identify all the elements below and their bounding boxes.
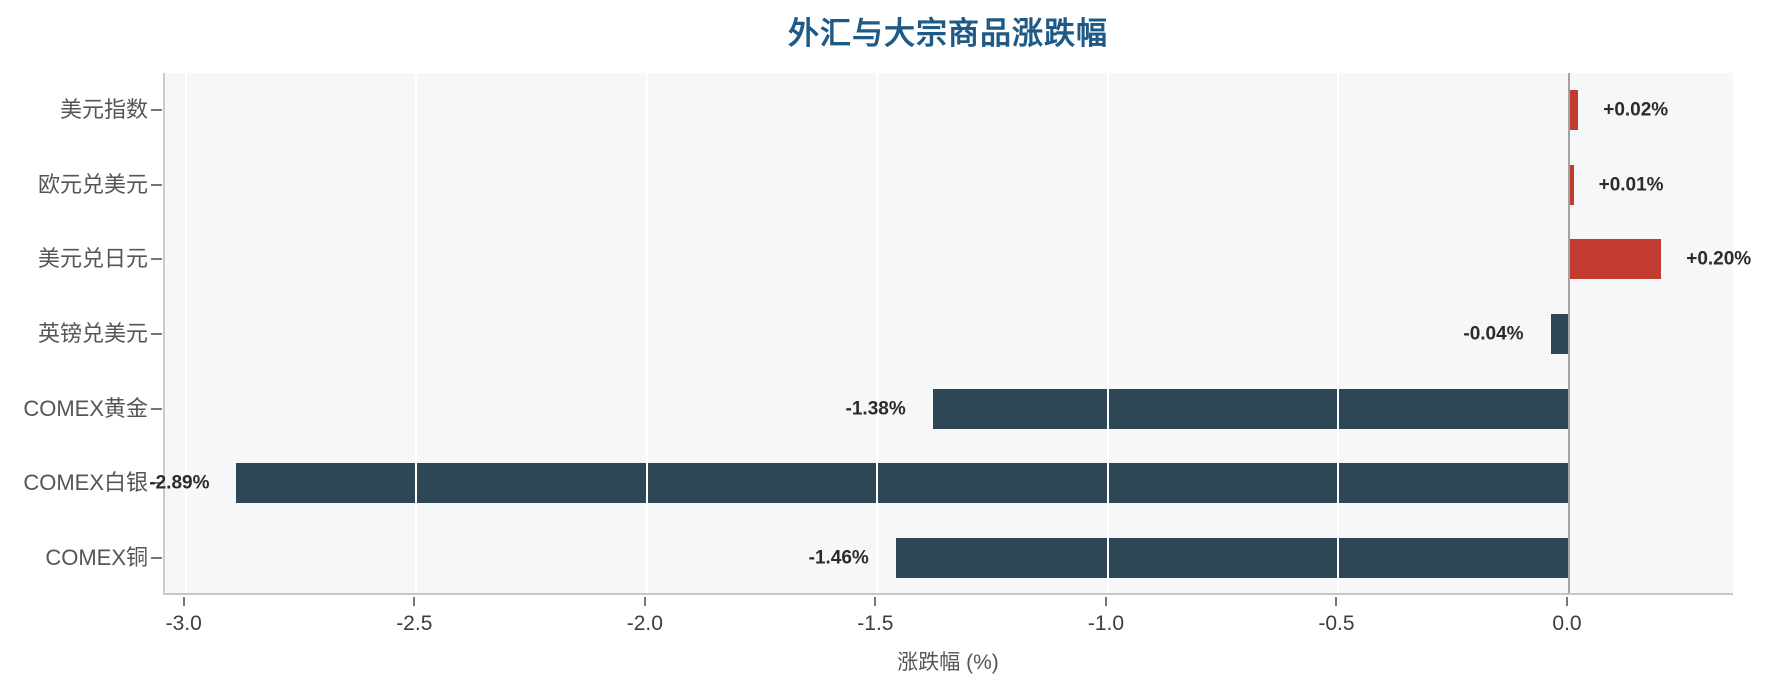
x-tick-label: -2.5 <box>396 612 433 635</box>
x-tick-label: -0.5 <box>1318 612 1355 635</box>
bar-value-label: -2.89% <box>149 472 210 494</box>
x-tick-label: -3.0 <box>165 612 202 635</box>
x-tick-mark <box>874 597 877 606</box>
bar <box>895 537 1569 578</box>
y-tick-mark <box>151 556 162 559</box>
y-tick-mark <box>151 258 162 261</box>
x-tick-label: -1.5 <box>857 612 894 635</box>
y-tick-mark <box>151 482 162 485</box>
zero-axis-line <box>1568 73 1570 593</box>
x-tick-mark <box>1335 597 1338 606</box>
bar-value-label: +0.01% <box>1598 174 1664 196</box>
x-tick-label: -1.0 <box>1087 612 1125 635</box>
x-tick-mark <box>643 597 646 606</box>
y-tick-label: 欧元兑美元 <box>37 171 148 197</box>
gridline <box>645 73 648 593</box>
gridline <box>1337 73 1340 593</box>
bar-value-label: -1.46% <box>808 547 869 569</box>
x-tick-mark <box>1566 597 1568 606</box>
gridline <box>415 73 418 593</box>
x-tick-mark <box>1104 597 1107 606</box>
x-tick-label: 0.0 <box>1552 612 1582 635</box>
y-tick-mark <box>151 333 162 335</box>
x-tick-label: -2.0 <box>626 612 663 635</box>
bar <box>1569 239 1662 280</box>
x-axis-label: 涨跌幅 (%) <box>897 651 999 674</box>
bar-value-label: -1.38% <box>845 398 906 420</box>
y-tick-label: COMEX白银 <box>23 470 148 496</box>
y-tick-label: 美元指数 <box>59 97 148 123</box>
gridline <box>1106 73 1109 593</box>
y-tick-label: COMEX铜 <box>45 544 148 570</box>
bar <box>932 388 1569 429</box>
x-tick-mark <box>182 597 185 606</box>
x-tick-mark <box>413 597 416 606</box>
gridline <box>184 73 187 593</box>
plot-background <box>165 73 1733 593</box>
bar <box>1569 90 1579 131</box>
bar <box>1569 164 1574 205</box>
y-tick-mark <box>151 183 162 186</box>
chart-title: 外汇与大宗商品涨跌幅 <box>788 16 1108 51</box>
bar-value-label: +0.20% <box>1686 248 1752 270</box>
y-tick-mark <box>151 407 162 410</box>
gridline <box>876 73 879 593</box>
y-tick-label: 英镑兑美元 <box>37 321 148 346</box>
y-tick-label: COMEX黄金 <box>23 395 148 421</box>
bar <box>1550 314 1569 354</box>
y-tick-label: 美元兑日元 <box>37 246 148 272</box>
bar <box>236 463 1569 504</box>
plot-area: +0.02% +0.01% +0.20% -0.04% -1.38% -2.89% -1.4… <box>149 73 1751 595</box>
bar-value-label: +0.02% <box>1603 99 1669 121</box>
y-tick-mark <box>151 109 162 112</box>
bar-value-label: -0.04% <box>1463 323 1524 345</box>
